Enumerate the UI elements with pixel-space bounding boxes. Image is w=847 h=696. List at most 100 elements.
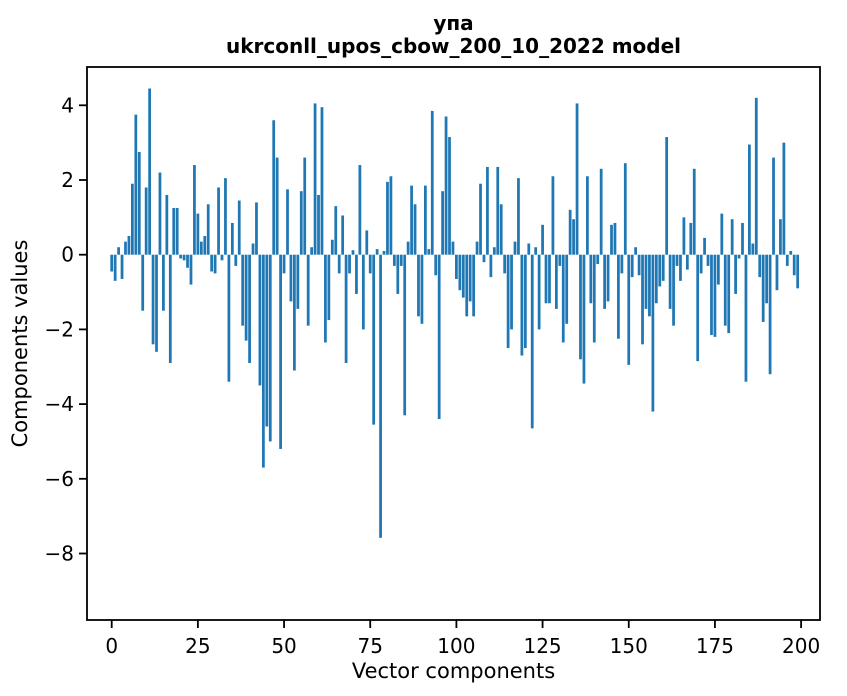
bar	[341, 215, 345, 255]
bar	[403, 254, 407, 416]
bar	[779, 219, 782, 255]
bar	[582, 254, 586, 384]
bar	[410, 185, 413, 255]
bar	[244, 254, 248, 341]
bar	[554, 254, 558, 309]
bar	[479, 183, 482, 255]
bar	[413, 204, 417, 255]
bar	[458, 254, 462, 291]
bar	[424, 185, 427, 255]
bar	[448, 137, 451, 255]
bar	[785, 254, 789, 266]
x-axis-label: Vector components	[352, 659, 555, 683]
x-tick-label: 150	[610, 634, 648, 658]
bar	[475, 241, 479, 255]
bar	[527, 243, 531, 255]
bar	[496, 166, 500, 255]
x-tick-label: 175	[696, 634, 734, 658]
bar	[579, 254, 582, 360]
bar	[710, 254, 713, 335]
bar	[689, 222, 693, 255]
bar	[210, 254, 214, 272]
bar	[706, 254, 710, 266]
bar	[768, 254, 772, 375]
bar	[606, 254, 610, 302]
bar	[465, 254, 469, 317]
bar	[399, 254, 403, 266]
bar	[548, 254, 551, 304]
bar	[513, 241, 517, 255]
bar	[261, 254, 265, 468]
bar	[213, 254, 217, 274]
bar	[641, 254, 644, 345]
bar	[296, 254, 300, 309]
bar	[293, 254, 296, 371]
chart-title-word: упа	[433, 11, 473, 35]
y-tick-label: 4	[61, 93, 74, 117]
bar	[754, 97, 758, 255]
bar	[110, 254, 114, 272]
x-tick-label: 200	[782, 634, 820, 658]
bar	[375, 249, 379, 255]
bar	[265, 254, 269, 427]
bar	[551, 176, 555, 255]
x-tick-label: 100	[437, 634, 475, 658]
bar	[117, 247, 120, 255]
bar	[351, 250, 355, 255]
bar	[451, 241, 455, 255]
bar	[392, 254, 396, 266]
bar	[503, 254, 507, 274]
bar	[692, 168, 696, 255]
bar	[675, 254, 679, 266]
bar	[661, 254, 665, 281]
bar	[131, 183, 134, 255]
bar	[186, 254, 189, 268]
bar	[510, 254, 513, 330]
bar	[537, 254, 541, 330]
bar	[430, 110, 434, 255]
bar	[530, 254, 534, 429]
bar	[685, 254, 689, 270]
bar	[144, 187, 148, 255]
bar	[434, 254, 438, 276]
bar	[272, 120, 276, 255]
bar	[627, 254, 631, 365]
bar	[303, 157, 307, 255]
bar	[565, 254, 569, 324]
bar	[162, 254, 165, 311]
bar	[758, 254, 762, 278]
bar	[151, 254, 155, 345]
bar	[523, 254, 527, 349]
bar	[592, 254, 596, 343]
bar	[361, 254, 365, 330]
bar	[141, 254, 145, 311]
bar	[310, 247, 314, 255]
bar	[417, 254, 420, 317]
y-tick-label: −6	[45, 467, 74, 491]
bar	[237, 200, 241, 255]
bar	[196, 213, 200, 255]
bar	[544, 254, 548, 304]
bar	[441, 191, 444, 255]
bar	[568, 209, 572, 255]
bar	[699, 254, 703, 274]
bar	[734, 254, 737, 294]
bar	[382, 250, 386, 255]
y-tick-label: −8	[45, 542, 74, 566]
bar	[468, 254, 472, 302]
bar	[199, 241, 203, 255]
bar	[317, 194, 320, 255]
bar	[637, 254, 641, 276]
bar	[737, 254, 741, 259]
bar	[437, 254, 441, 420]
bar	[603, 254, 606, 309]
chart-title-model: ukrconll_upos_cbow_200_10_2022 model	[226, 34, 681, 58]
bar	[796, 254, 800, 289]
bar	[561, 254, 565, 343]
bar	[665, 137, 669, 255]
bar	[203, 236, 207, 255]
bar	[654, 254, 658, 304]
bar	[713, 254, 717, 337]
